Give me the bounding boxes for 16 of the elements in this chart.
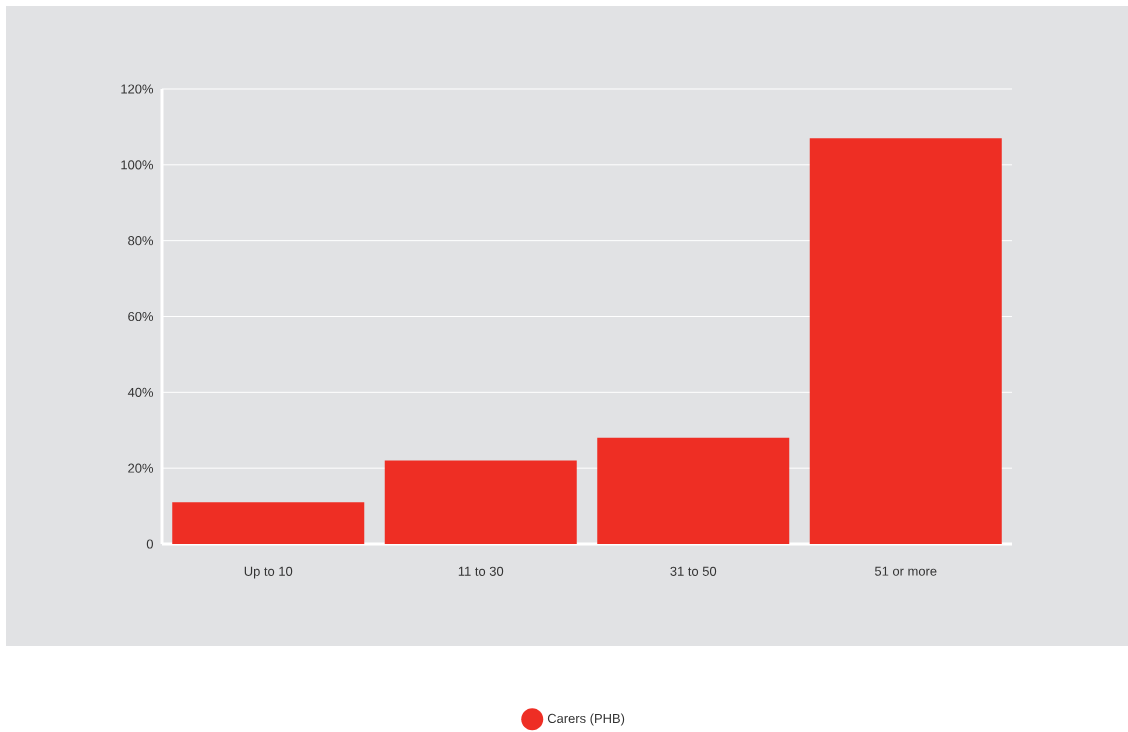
- x-tick-label: 51 or more: [874, 566, 937, 576]
- x-tick-label: 11 to 30: [458, 566, 504, 576]
- y-tick-label: 0: [146, 539, 153, 549]
- y-tick-label: 80%: [128, 235, 154, 246]
- bar: [597, 437, 790, 544]
- y-tick-label: 20%: [128, 463, 154, 473]
- x-tick-label: Up to 10: [244, 566, 293, 579]
- legend-label: Carers (PHB): [547, 713, 625, 726]
- y-tick-label: 40%: [127, 387, 154, 397]
- bar: [809, 138, 1002, 544]
- y-tick-label: 100%: [121, 160, 154, 170]
- y-tick-label: 120%: [121, 84, 154, 94]
- y-tick-label: 60%: [128, 311, 154, 321]
- bar: [172, 502, 365, 544]
- bar: [384, 460, 577, 544]
- x-tick-label: 31 to 50: [670, 566, 717, 576]
